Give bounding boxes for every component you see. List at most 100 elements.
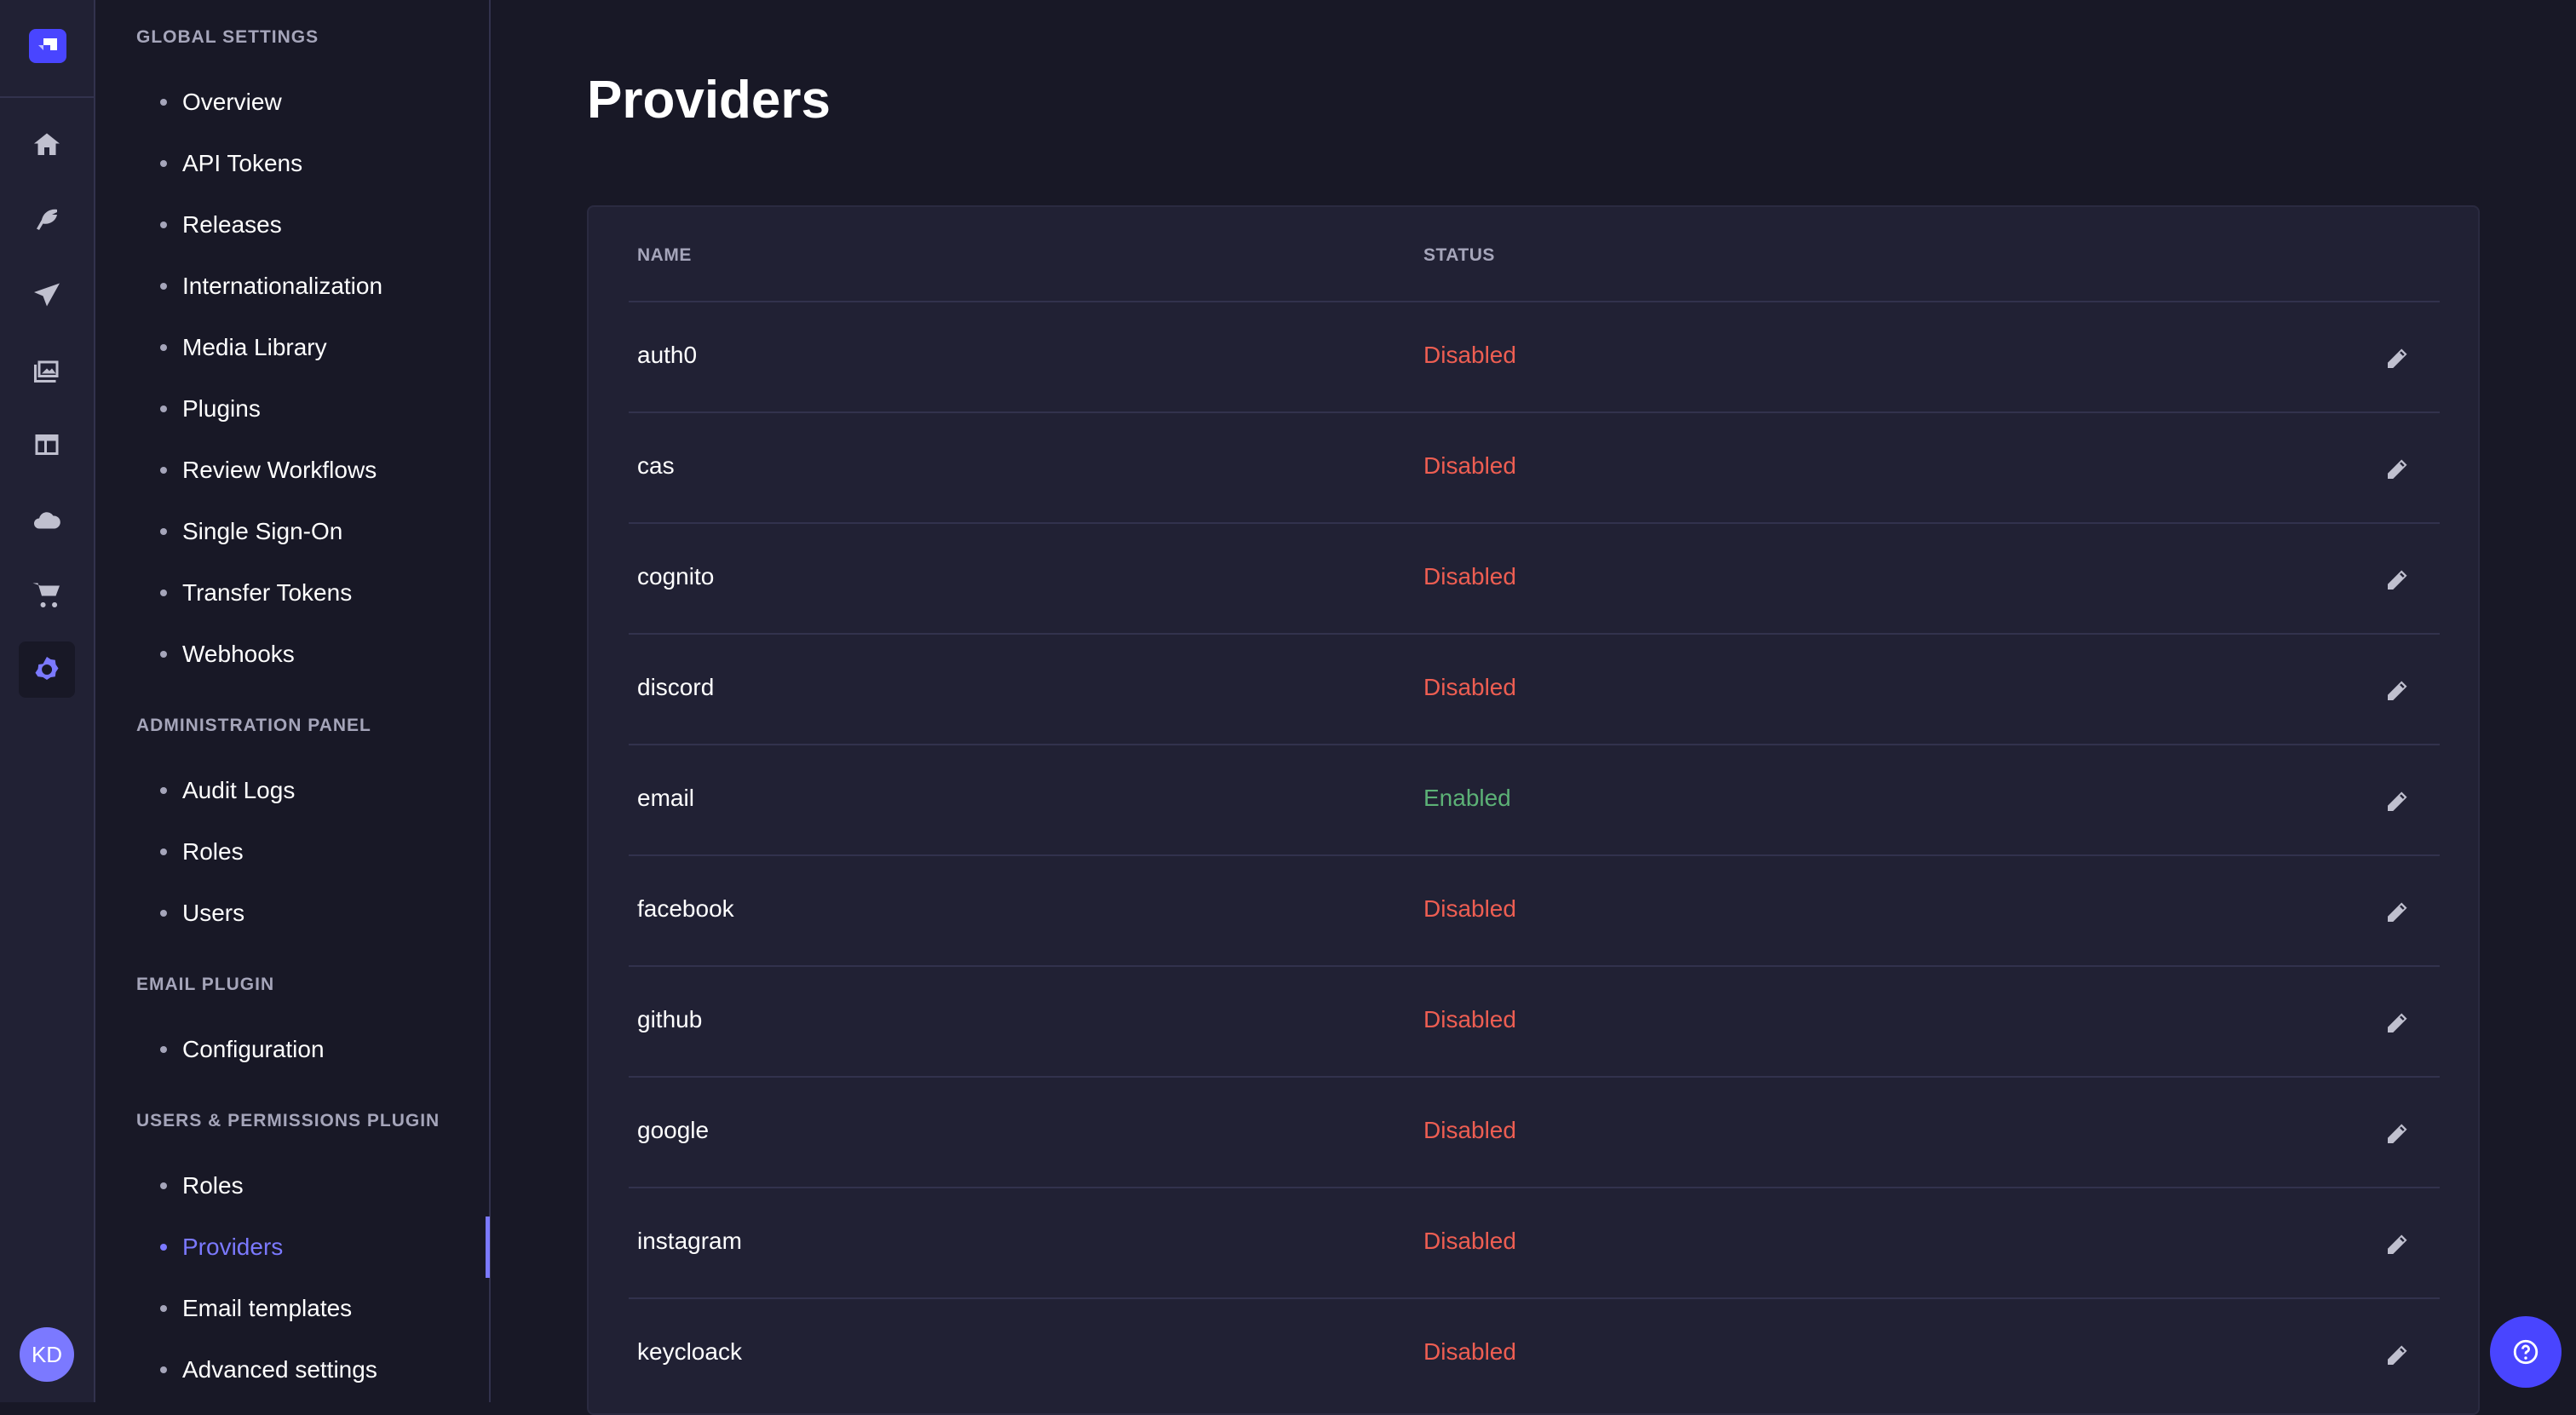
- sidebar-item-api-tokens[interactable]: API Tokens: [136, 150, 302, 177]
- provider-name: email: [637, 785, 694, 811]
- column-header-status: STATUS: [1423, 245, 1495, 265]
- nav-cloud[interactable]: [19, 492, 75, 548]
- sidebar-item-label: Plugins: [182, 395, 261, 422]
- provider-name: cas: [637, 452, 675, 479]
- page-title: Providers: [587, 71, 831, 129]
- sidebar-item-label: Advanced settings: [182, 1356, 377, 1383]
- pencil-icon[interactable]: [2383, 679, 2409, 705]
- status-badge: Disabled: [1423, 452, 1516, 479]
- table-row[interactable]: discord Disabled: [629, 633, 2440, 744]
- table-row[interactable]: cas Disabled: [629, 411, 2440, 522]
- pencil-icon[interactable]: [2383, 900, 2409, 926]
- nav-layout[interactable]: [19, 417, 75, 473]
- table-row[interactable]: instagram Disabled: [629, 1187, 2440, 1297]
- avatar[interactable]: KD: [20, 1327, 74, 1382]
- sidebar-item-webhooks[interactable]: Webhooks: [136, 641, 295, 668]
- sidebar-item-label: Audit Logs: [182, 777, 296, 803]
- sidebar-item-review-workflows[interactable]: Review Workflows: [136, 457, 377, 484]
- bullet-icon: [160, 651, 167, 658]
- bullet-icon: [160, 1046, 167, 1053]
- cloud-icon: [34, 512, 60, 529]
- status-badge: Disabled: [1423, 895, 1516, 922]
- provider-name: keycloack: [637, 1338, 742, 1365]
- divider: [0, 96, 94, 98]
- table-row[interactable]: cognito Disabled: [629, 522, 2440, 633]
- column-header-name: NAME: [637, 245, 692, 265]
- bullet-icon: [160, 910, 167, 917]
- sidebar-item-configuration[interactable]: Configuration: [136, 1036, 325, 1063]
- sidebar-item-label: Roles: [182, 838, 244, 865]
- bullet-icon: [160, 1182, 167, 1189]
- pencil-icon[interactable]: [2383, 568, 2409, 594]
- paper-plane-icon: [34, 283, 60, 307]
- sidebar-item-label: API Tokens: [182, 150, 303, 176]
- status-badge: Enabled: [1423, 785, 1511, 811]
- status-badge: Disabled: [1423, 563, 1516, 590]
- gear-icon: [35, 657, 59, 680]
- pencil-icon[interactable]: [2383, 1233, 2409, 1258]
- sidebar-item-users[interactable]: Users: [136, 900, 244, 927]
- sidebar-item-audit-logs[interactable]: Audit Logs: [136, 777, 295, 804]
- sidebar-item-label: Overview: [182, 89, 282, 115]
- bullet-icon: [160, 283, 167, 290]
- nav-gear[interactable]: [19, 641, 75, 698]
- bullet-icon: [160, 344, 167, 351]
- status-badge: Disabled: [1423, 1228, 1516, 1254]
- provider-name: instagram: [637, 1228, 742, 1254]
- settings-sidebar: GLOBAL SETTINGS Overview API Tokens Release…: [95, 0, 491, 1402]
- sidebar-item-advanced-settings[interactable]: Advanced settings: [136, 1356, 377, 1383]
- table-row[interactable]: keycloack Disabled: [629, 1297, 2440, 1408]
- sidebar-item-label: Users: [182, 900, 245, 926]
- sidebar-item-providers[interactable]: Providers: [136, 1234, 283, 1261]
- provider-name: facebook: [637, 895, 734, 922]
- section-heading: GLOBAL SETTINGS: [136, 27, 319, 47]
- layout-icon: [35, 434, 59, 455]
- sidebar-item-overview[interactable]: Overview: [136, 89, 282, 116]
- bullet-icon: [160, 221, 167, 228]
- sidebar-item-label: Email templates: [182, 1295, 353, 1321]
- cart-icon: [32, 583, 60, 607]
- sidebar-item-plugins[interactable]: Plugins: [136, 395, 261, 423]
- table-row[interactable]: facebook Disabled: [629, 854, 2440, 965]
- bullet-icon: [160, 467, 167, 474]
- nav-paper-plane[interactable]: [19, 267, 75, 323]
- pencil-icon[interactable]: [2383, 1343, 2409, 1369]
- sidebar-item-roles[interactable]: Roles: [136, 838, 244, 866]
- pencil-icon[interactable]: [2383, 457, 2409, 483]
- main-nav: KD: [0, 0, 95, 1402]
- bullet-icon: [160, 1244, 167, 1251]
- sidebar-item-transfer-tokens[interactable]: Transfer Tokens: [136, 579, 352, 607]
- sidebar-item-email-templates[interactable]: Email templates: [136, 1295, 352, 1322]
- table-row[interactable]: auth0 Disabled: [629, 301, 2440, 411]
- pencil-icon[interactable]: [2383, 790, 2409, 815]
- status-badge: Disabled: [1423, 674, 1516, 700]
- help-button[interactable]: [2490, 1316, 2562, 1388]
- sidebar-item-media-library[interactable]: Media Library: [136, 334, 327, 361]
- table-row[interactable]: google Disabled: [629, 1076, 2440, 1187]
- table-row[interactable]: email Enabled: [629, 744, 2440, 854]
- nav-cart[interactable]: [19, 567, 75, 623]
- bullet-icon: [160, 528, 167, 535]
- logo[interactable]: [29, 29, 66, 63]
- provider-name: discord: [637, 674, 715, 700]
- pencil-icon[interactable]: [2383, 1011, 2409, 1037]
- bullet-icon: [160, 848, 167, 855]
- sidebar-item-releases[interactable]: Releases: [136, 211, 282, 239]
- sidebar-item-label: Roles: [182, 1172, 244, 1199]
- sidebar-item-single-sign-on[interactable]: Single Sign-On: [136, 518, 342, 545]
- logo-icon: [38, 38, 57, 50]
- bullet-icon: [160, 1366, 167, 1373]
- sidebar-item-roles[interactable]: Roles: [136, 1172, 244, 1199]
- nav-images[interactable]: [19, 342, 75, 398]
- sidebar-item-label: Review Workflows: [182, 457, 377, 483]
- provider-name: google: [637, 1117, 710, 1143]
- bullet-icon: [160, 787, 167, 794]
- pencil-icon[interactable]: [2383, 1122, 2409, 1148]
- nav-feather[interactable]: [19, 192, 75, 248]
- sidebar-item-label: Providers: [182, 1234, 284, 1260]
- pencil-icon[interactable]: [2383, 347, 2409, 372]
- table-row[interactable]: github Disabled: [629, 965, 2440, 1076]
- sidebar-item-label: Single Sign-On: [182, 518, 343, 544]
- sidebar-item-internationalization[interactable]: Internationalization: [136, 273, 382, 300]
- nav-home[interactable]: [19, 117, 75, 173]
